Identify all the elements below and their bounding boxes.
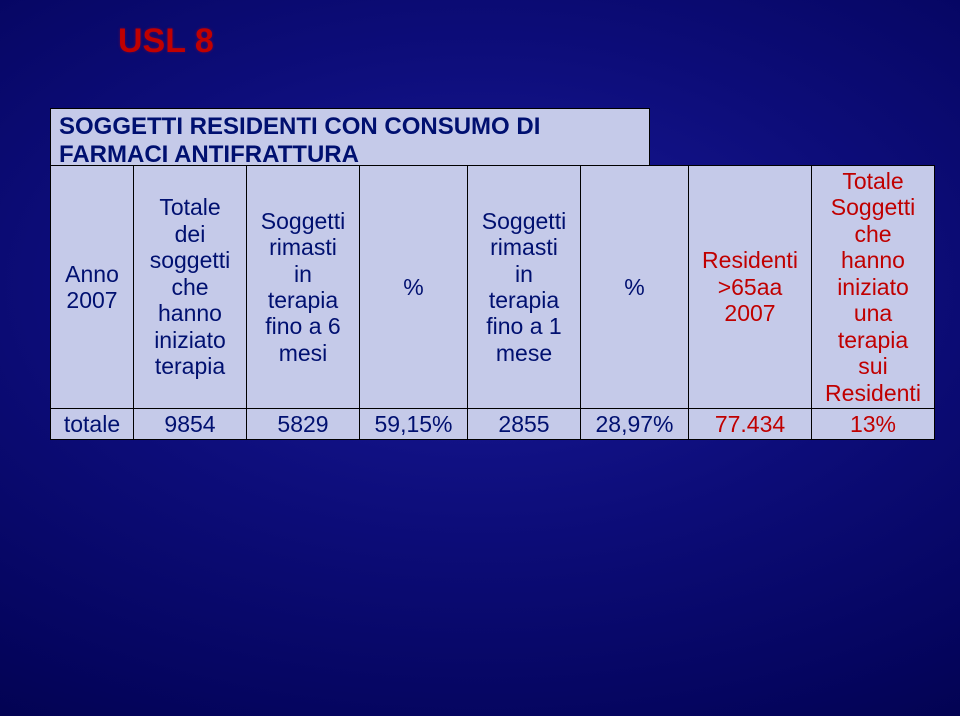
table-row: totale 9854 5829 59,15% 2855 28,97% 77.4…: [51, 408, 935, 439]
subtitle-line1: SOGGETTI RESIDENTI CON CONSUMO DI: [59, 113, 540, 140]
header-row: Anno2007 Totale dei soggetti che hanno i…: [51, 166, 935, 409]
col-totale-sui-residenti: Totale Soggetti che hanno iniziato una t…: [812, 166, 935, 409]
cell-label: totale: [51, 408, 134, 439]
col-rimasti-6mesi: Soggetti rimasti in terapia fino a 6 mes…: [247, 166, 360, 409]
subtitle: SOGGETTI RESIDENTI CON CONSUMO DI FARMAC…: [50, 108, 650, 170]
col-residenti: Residenti >65aa 2007: [689, 166, 812, 409]
slide: USL 8 SOGGETTI RESIDENTI CON CONSUMO DI …: [0, 0, 960, 716]
col-anno: Anno2007: [51, 166, 134, 409]
col-rimasti-1mese: Soggetti rimasti in terapia fino a 1 mes…: [468, 166, 581, 409]
cell-residenti: 77.434: [689, 408, 812, 439]
cell-pct1: 28,97%: [581, 408, 689, 439]
cell-1mese: 2855: [468, 408, 581, 439]
table-body: totale 9854 5829 59,15% 2855 28,97% 77.4…: [51, 408, 935, 439]
subtitle-line2: FARMACI ANTIFRATTURA: [59, 141, 359, 168]
col-totale-soggetti: Totale dei soggetti che hanno iniziato t…: [134, 166, 247, 409]
col-pct-1mese: %: [581, 166, 689, 409]
page-title: USL 8: [118, 22, 214, 61]
data-table: Anno2007 Totale dei soggetti che hanno i…: [50, 165, 935, 440]
cell-pct6: 59,15%: [360, 408, 468, 439]
col-pct-6mesi: %: [360, 166, 468, 409]
cell-6mesi: 5829: [247, 408, 360, 439]
cell-pct-res: 13%: [812, 408, 935, 439]
table-header: Anno2007 Totale dei soggetti che hanno i…: [51, 166, 935, 409]
cell-totale: 9854: [134, 408, 247, 439]
